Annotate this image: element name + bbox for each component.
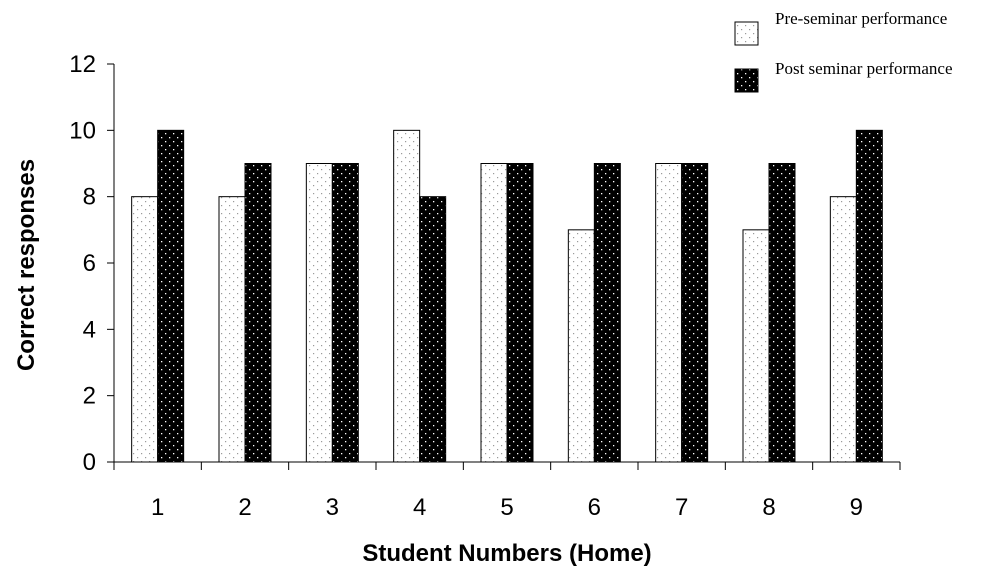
- y-tick-label: 10: [69, 117, 96, 144]
- bar-post-seminar-student-6: [593, 163, 621, 463]
- bar-post-seminar-student-5: [506, 163, 534, 463]
- legend-label-pre-seminar: Pre-seminar performance: [775, 9, 947, 28]
- bar-pre-seminar-student-4: [393, 129, 421, 463]
- y-tick-label: 8: [83, 184, 96, 211]
- x-tick-label: 4: [413, 494, 426, 521]
- x-tick-label: 8: [762, 494, 775, 521]
- axes-group: [107, 63, 901, 470]
- bar-pre-seminar-student-9: [829, 196, 857, 463]
- x-tick-label: 2: [238, 494, 251, 521]
- legend-swatch-post-seminar: [734, 68, 759, 93]
- x-tick-label: 7: [675, 494, 688, 521]
- y-tick-label: 0: [83, 449, 96, 476]
- y-tick-label: 2: [83, 383, 96, 410]
- bar-post-seminar-student-3: [331, 163, 359, 463]
- bar-post-seminar-student-9: [855, 129, 883, 463]
- legend-swatch-pre-seminar: [734, 21, 759, 46]
- bar-pre-seminar-student-5: [480, 163, 508, 463]
- bar-post-seminar-student-8: [768, 163, 796, 463]
- legend: Pre-seminar performance Post seminar per…: [734, 9, 953, 93]
- x-tick-label: 5: [500, 494, 513, 521]
- bar-pre-seminar-student-7: [655, 163, 683, 463]
- x-tick-label: 3: [326, 494, 339, 521]
- bar-pre-seminar-student-2: [218, 196, 246, 463]
- bar-post-seminar-student-1: [157, 129, 185, 463]
- bars-group: [131, 129, 883, 463]
- bar-pre-seminar-student-1: [131, 196, 159, 463]
- bar-post-seminar-student-7: [681, 163, 709, 463]
- y-tick-label: 6: [83, 250, 96, 277]
- bar-pre-seminar-student-3: [305, 163, 333, 463]
- y-tick-label: 4: [83, 316, 96, 343]
- x-tick-label: 9: [850, 494, 863, 521]
- bar-post-seminar-student-2: [244, 163, 272, 463]
- legend-label-post-seminar: Post seminar performance: [775, 59, 953, 78]
- y-axis-title: Correct responses: [13, 159, 40, 371]
- x-axis-title: Student Numbers (Home): [362, 540, 651, 567]
- bar-pre-seminar-student-8: [742, 229, 770, 463]
- bar-post-seminar-student-4: [419, 196, 447, 463]
- x-tick-label: 6: [588, 494, 601, 521]
- bar-pre-seminar-student-6: [567, 229, 595, 463]
- y-tick-label: 12: [69, 51, 96, 78]
- x-tick-label: 1: [151, 494, 164, 521]
